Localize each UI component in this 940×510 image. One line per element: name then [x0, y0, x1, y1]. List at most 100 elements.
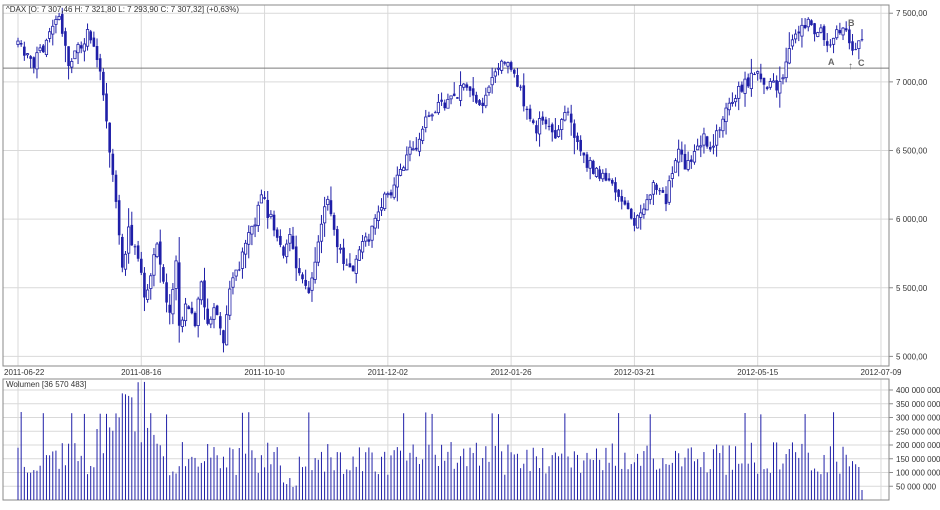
candle-body-down [203, 280, 206, 308]
candle-body-up [771, 80, 776, 83]
candle-body-up [835, 29, 839, 39]
candle-body-down [633, 217, 636, 226]
price-tick-label: 6 000,00 [896, 215, 928, 224]
candle-body-down [629, 208, 633, 219]
candle-body-down [335, 229, 339, 248]
candle-body-up [800, 24, 804, 37]
candle-body-up [417, 138, 422, 152]
candle-body-up [506, 62, 510, 67]
candle-body-down [130, 224, 134, 246]
candle-body-up [225, 314, 229, 346]
candle-body-down [452, 93, 456, 96]
candle-body-up [790, 39, 795, 47]
volume-tick-label: 50 000 000 [896, 482, 937, 491]
candle-body-down [544, 119, 548, 125]
candle-body-up [635, 215, 640, 229]
candle-body-up [51, 25, 55, 35]
arrow-up-icon: ↑ [848, 61, 853, 72]
candle-body-down [89, 31, 93, 41]
candle-body-up [787, 48, 791, 64]
candle-body-down [610, 180, 614, 184]
candle-body-up [588, 160, 592, 169]
candle-body-down [187, 306, 190, 310]
volume-tick-label: 250 000 000 [896, 427, 940, 436]
candle-body-up [44, 39, 49, 55]
volume-tick-label: 200 000 000 [896, 441, 940, 450]
candle-body-up [642, 208, 646, 215]
candle-body-down [481, 102, 484, 107]
candle-body-down [690, 159, 693, 162]
candle-body-up [288, 234, 292, 244]
volume-bars [17, 381, 863, 500]
candle-body-up [319, 223, 324, 242]
candle-body-up [743, 78, 747, 94]
candle-body-up [174, 260, 178, 289]
candle-body-down [509, 62, 513, 70]
candle-body-down [266, 199, 270, 218]
candle-body-down [304, 279, 307, 286]
price-tick-label: 5 000,00 [896, 352, 928, 361]
candle-body-down [765, 87, 769, 89]
candle-body-up [57, 15, 61, 20]
candle-body-down [272, 214, 276, 231]
candle-body-up [316, 241, 320, 263]
candle-body-down [573, 123, 576, 138]
candle-body-up [123, 253, 128, 270]
date-tick-label: 2011-10-10 [244, 368, 285, 377]
candle-body-down [838, 30, 842, 34]
candle-body-up [127, 226, 131, 254]
candle-body-up [386, 193, 390, 196]
candle-body-down [797, 31, 801, 34]
candle-body-up [364, 236, 368, 242]
candle-body-down [219, 316, 222, 329]
candle-body-up [421, 128, 425, 141]
date-tick-label: 2012-01-26 [491, 368, 532, 377]
candle-body-up [395, 174, 399, 188]
candle-body-up [781, 77, 785, 80]
candle-body-down [851, 41, 854, 51]
candle-body-down [813, 23, 816, 35]
candle-body-down [348, 263, 352, 268]
candle-body-down [844, 28, 848, 31]
candle-body-up [234, 269, 238, 277]
candle-body-down [443, 102, 447, 109]
candle-body-up [724, 107, 728, 123]
candle-body-down [478, 100, 481, 106]
candle-body-down [626, 202, 630, 210]
candle-body-up [699, 145, 703, 148]
candle-body-down [95, 46, 99, 60]
candle-body-down [525, 108, 529, 111]
candle-body-up [253, 224, 257, 227]
candle-body-down [222, 330, 225, 344]
candle-body-down [117, 200, 121, 236]
candle-body-up [487, 86, 491, 93]
candle-body-down [162, 267, 165, 282]
candle-body-down [664, 193, 668, 205]
candle-body-up [841, 27, 845, 36]
candle-body-down [329, 200, 333, 215]
candle-body-up [784, 61, 788, 79]
candle-body-up [379, 207, 384, 211]
candle-body-down [206, 308, 209, 324]
candle-body-up [259, 194, 264, 204]
candle-body-down [740, 84, 744, 92]
candle-body-up [398, 169, 403, 176]
candle-body-up [563, 112, 567, 121]
volume-tick-label: 300 000 000 [896, 414, 940, 423]
candle-body-down [528, 108, 532, 120]
candle-body-down [177, 262, 181, 326]
candle-body-up [152, 254, 156, 276]
candle-body-up [749, 72, 753, 89]
candle-body-down [111, 153, 115, 175]
candle-body-up [35, 52, 39, 70]
candle-body-down [105, 93, 108, 122]
candle-body-down [550, 124, 554, 133]
candle-body-up [714, 130, 719, 146]
candle-body-down [60, 14, 64, 34]
candle-body-up [48, 31, 52, 39]
candle-body-down [860, 39, 864, 41]
candle-body-up [228, 288, 232, 316]
candle-body-up [243, 242, 248, 255]
price-candles [16, 7, 864, 353]
